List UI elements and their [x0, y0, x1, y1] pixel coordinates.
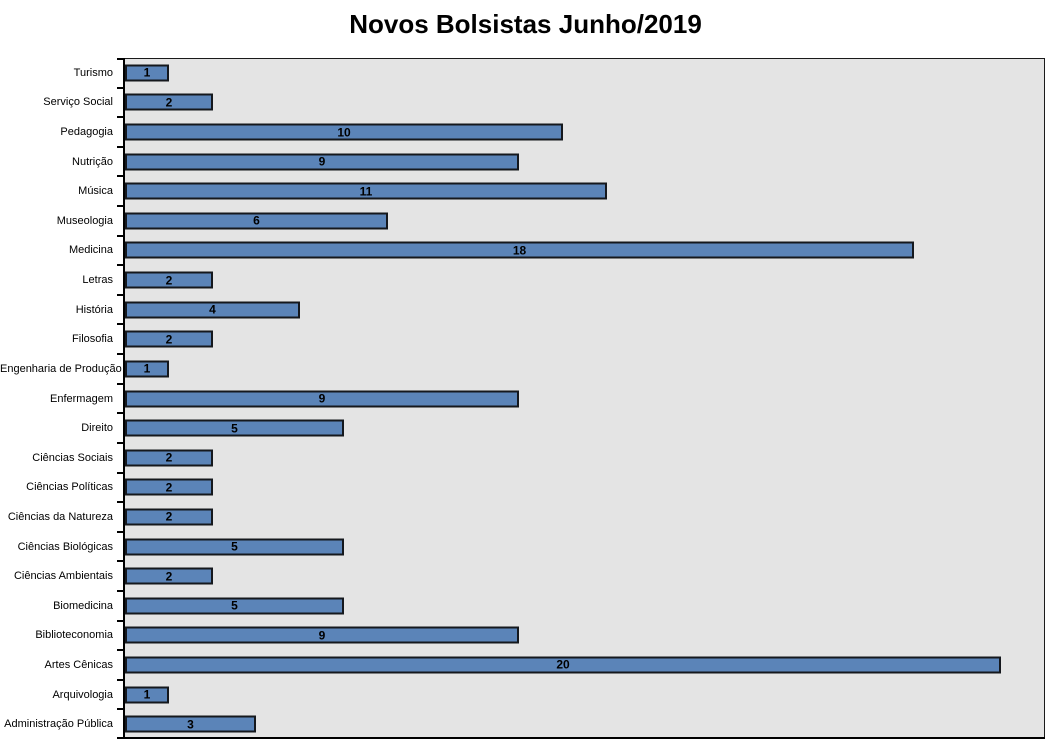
- category-label: Biblioteconomia: [35, 629, 113, 642]
- bar: 1: [125, 64, 169, 82]
- bar-value-label: 2: [165, 569, 173, 584]
- bar-row: Ciências da Natureza 2: [0, 502, 1045, 532]
- x-axis-line: [123, 737, 1045, 739]
- bar-value-label: 6: [253, 213, 260, 228]
- bar-value-label: 20: [556, 657, 570, 672]
- bar: 2: [125, 93, 213, 111]
- bar: 5: [125, 538, 344, 556]
- category-label: Direito: [81, 422, 113, 435]
- category-label: Ciências Políticas: [26, 481, 113, 494]
- bar-row: Engenharia de Produção 1: [0, 354, 1045, 384]
- bar: 18: [125, 241, 914, 259]
- bar: 2: [125, 567, 213, 585]
- bar-row: Administração Pública 3: [0, 709, 1045, 739]
- bar-row: Turismo 1: [0, 58, 1045, 88]
- bar-value-label: 11: [359, 184, 373, 199]
- bar-row: Artes Cênicas 20: [0, 650, 1045, 680]
- bar-value-label: 2: [165, 95, 173, 110]
- category-label: Serviço Social: [43, 96, 113, 109]
- bar-value-label: 5: [231, 598, 238, 613]
- bar: 3: [125, 715, 256, 733]
- bar-value-label: 2: [165, 273, 173, 288]
- bar: 2: [125, 508, 213, 526]
- category-label: Filosofia: [72, 333, 113, 346]
- bar-value-label: 10: [337, 125, 351, 140]
- bar-chart: Turismo 1 Serviço Social 2 Pedagogia 10 Nutriç…: [0, 58, 1045, 739]
- bar-value-label: 9: [318, 628, 326, 643]
- bar: 4: [125, 301, 300, 319]
- bar: 6: [125, 212, 388, 230]
- category-label: Arquivologia: [52, 688, 113, 701]
- bar: 2: [125, 449, 213, 467]
- bar-row: Arquivologia 1: [0, 680, 1045, 710]
- bar: 9: [125, 153, 519, 171]
- bar-value-label: 5: [231, 539, 238, 554]
- bar-row: Biblioteconomia 9: [0, 621, 1045, 651]
- category-label: Nutrição: [72, 155, 113, 168]
- category-label: Ciências Sociais: [32, 451, 113, 464]
- bar-row: Ciências Ambientais 2: [0, 561, 1045, 591]
- bar-value-label: 2: [165, 509, 173, 524]
- bar: 2: [125, 478, 213, 496]
- bar-row: Direito 5: [0, 413, 1045, 443]
- bar: 2: [125, 271, 213, 289]
- bar: 1: [125, 360, 169, 378]
- category-label: Biomedicina: [53, 599, 113, 612]
- category-label: Ciências Ambientais: [13, 570, 113, 583]
- bar-value-label: 1: [143, 687, 151, 702]
- bar-row: Enfermagem 9: [0, 384, 1045, 414]
- category-label: Museologia: [56, 214, 113, 227]
- bar-value-label: 5: [231, 421, 238, 436]
- bar-row: Ciências Biológicas 5: [0, 532, 1045, 562]
- bar-value-label: 1: [143, 65, 151, 80]
- category-label: Engenharia de Produção: [0, 362, 122, 375]
- category-label: Ciências da Natureza: [7, 510, 113, 523]
- bar: 9: [125, 626, 519, 644]
- bar-row: História 4: [0, 295, 1045, 325]
- bar-value-label: 9: [318, 391, 326, 406]
- bar-row: Medicina 18: [0, 236, 1045, 266]
- bar-value-label: 18: [512, 243, 527, 258]
- category-label: Letras: [82, 274, 113, 287]
- bar: 5: [125, 419, 344, 437]
- bar-row: Nutrição 9: [0, 147, 1045, 177]
- bar-row: Museologia 6: [0, 206, 1045, 236]
- bar-row: Ciências Políticas 2: [0, 473, 1045, 503]
- category-label: Ciências Biológicas: [17, 540, 113, 553]
- category-label: Turismo: [73, 66, 113, 79]
- bar-value-label: 2: [165, 332, 173, 347]
- bar: 2: [125, 330, 213, 348]
- bar-value-label: 4: [209, 302, 216, 317]
- bar-row: Ciências Sociais 2: [0, 443, 1045, 473]
- bar: 10: [125, 123, 563, 141]
- category-label: Medicina: [68, 244, 113, 257]
- bar: 9: [125, 390, 519, 407]
- bar-value-label: 1: [143, 361, 151, 376]
- category-label: Administração Pública: [4, 718, 113, 731]
- bar-value-label: 9: [318, 154, 326, 169]
- bar: 1: [125, 686, 169, 704]
- bar-value-label: 3: [187, 717, 194, 732]
- bar: 20: [125, 656, 1001, 674]
- rows: Turismo 1 Serviço Social 2 Pedagogia 10 Nutriç…: [0, 58, 1045, 739]
- bar: 11: [125, 182, 607, 200]
- category-label: Artes Cênicas: [44, 658, 113, 671]
- bar-row: Música 11: [0, 176, 1045, 206]
- category-label: História: [75, 303, 113, 316]
- bar-row: Biomedicina 5: [0, 591, 1045, 621]
- category-label: Pedagogia: [60, 126, 113, 139]
- bar: 5: [125, 597, 344, 615]
- bar-row: Filosofia 2: [0, 324, 1045, 354]
- category-label: Música: [78, 185, 113, 198]
- bar-value-label: 2: [165, 480, 173, 495]
- category-label: Enfermagem: [50, 392, 113, 405]
- y-axis-line: [123, 58, 125, 739]
- bar-row: Pedagogia 10: [0, 117, 1045, 147]
- bar-row: Serviço Social 2: [0, 88, 1045, 118]
- bar-row: Letras 2: [0, 265, 1045, 295]
- chart-title: Novos Bolsistas Junho/2019: [349, 9, 702, 39]
- bar-value-label: 2: [165, 450, 173, 465]
